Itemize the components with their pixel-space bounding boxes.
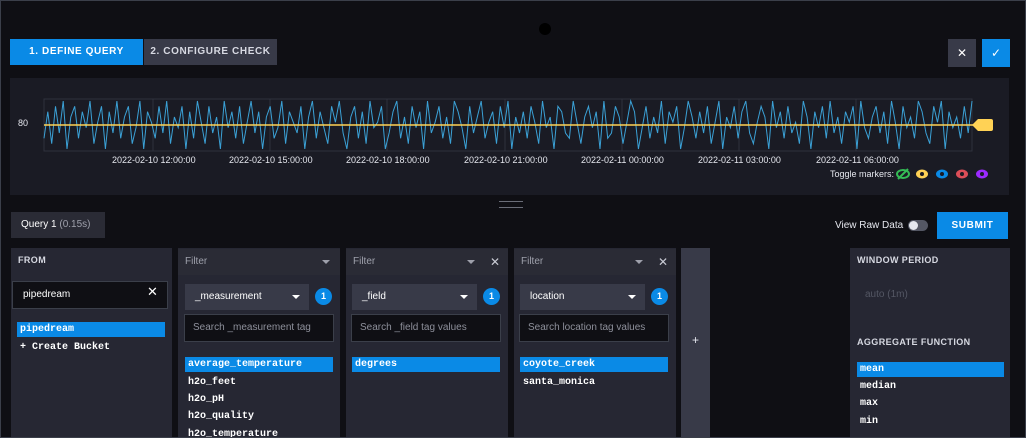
chevron-down-icon bbox=[467, 260, 475, 264]
x-tick-label: 2022-02-11 06:00:00 bbox=[816, 155, 899, 165]
confirm-button[interactable]: ✓ bbox=[982, 39, 1010, 67]
series-line bbox=[43, 99, 973, 150]
x-tick-label: 2022-02-10 12:00:00 bbox=[112, 155, 196, 165]
aggregate-function-item[interactable]: mean bbox=[857, 362, 1004, 377]
remove-filter-icon[interactable]: ✕ bbox=[490, 255, 501, 269]
tag-key-dropdown[interactable]: _measurement bbox=[185, 284, 309, 310]
tag-key-value: _field bbox=[362, 291, 386, 302]
filter-panel-location bbox=[514, 248, 676, 437]
filter-header[interactable]: Filter ✕ bbox=[514, 249, 676, 275]
window-period-input[interactable]: auto (1m) bbox=[865, 289, 908, 300]
eye-icon[interactable] bbox=[975, 167, 989, 181]
toggle-markers-label: Toggle markers: bbox=[830, 169, 895, 179]
selected-count-badge: 1 bbox=[483, 288, 500, 305]
y-tick-label: 80 bbox=[18, 118, 29, 128]
view-raw-data-label: View Raw Data bbox=[835, 220, 904, 231]
query-tab[interactable]: Query 1 (0.15s) bbox=[11, 212, 105, 238]
close-icon: ✕ bbox=[956, 46, 968, 60]
view-raw-data-toggle[interactable] bbox=[908, 220, 928, 231]
bucket-search-input[interactable]: pipedream bbox=[12, 281, 168, 309]
x-tick-label: 2022-02-10 18:00:00 bbox=[346, 155, 430, 165]
tag-value-item[interactable]: h2o_quality bbox=[188, 411, 255, 422]
filter-label: Filter bbox=[521, 256, 544, 267]
tag-key-value: location bbox=[530, 291, 565, 302]
aggregate-function-item[interactable]: max bbox=[860, 398, 879, 409]
line-graph bbox=[43, 98, 993, 152]
submit-button[interactable]: SUBMIT bbox=[937, 212, 1008, 239]
filter-header[interactable]: Filter bbox=[178, 249, 340, 275]
tag-key-dropdown[interactable]: _field bbox=[352, 284, 477, 310]
window-period-panel: WINDOW PERIOD AGGREGATE FUNCTION bbox=[850, 248, 1010, 437]
aggregate-function-item[interactable]: median bbox=[860, 381, 897, 392]
query-time: (0.15s) bbox=[59, 219, 91, 230]
filter-header[interactable]: Filter ✕ bbox=[346, 249, 508, 275]
filter-panel-measurement bbox=[178, 248, 340, 437]
selected-count-badge: 1 bbox=[651, 288, 668, 305]
toggle-knob bbox=[909, 221, 918, 230]
chevron-down-icon bbox=[460, 295, 468, 299]
checkmark-icon: ✓ bbox=[990, 46, 1002, 60]
remove-filter-icon[interactable]: ✕ bbox=[658, 255, 669, 269]
tab-define-query[interactable]: 1. DEFINE QUERY bbox=[10, 39, 143, 65]
from-panel: FROM bbox=[11, 248, 172, 437]
plus-icon: + bbox=[691, 333, 699, 347]
clear-icon[interactable]: ✕ bbox=[147, 284, 158, 299]
tag-value-item[interactable]: h2o_temperature bbox=[188, 429, 279, 437]
filter-label: Filter bbox=[353, 256, 376, 267]
x-tick-label: 2022-02-10 21:00:00 bbox=[464, 155, 548, 165]
tab-configure-check[interactable]: 2. CONFIGURE CHECK bbox=[144, 39, 277, 65]
tag-value-item[interactable]: average_temperature bbox=[185, 357, 333, 372]
bucket-item[interactable]: pipedream bbox=[17, 322, 165, 337]
aggregate-function-title: AGGREGATE FUNCTION bbox=[857, 337, 971, 347]
tag-key-value: _measurement bbox=[195, 291, 262, 302]
resize-handle[interactable] bbox=[499, 201, 523, 208]
eye-slash-icon[interactable] bbox=[896, 167, 910, 181]
top-bar bbox=[1, 1, 1025, 41]
cancel-button[interactable]: ✕ bbox=[948, 39, 976, 67]
x-tick-label: 2022-02-10 15:00:00 bbox=[229, 155, 313, 165]
x-tick-label: 2022-02-11 00:00:00 bbox=[581, 155, 664, 165]
tag-search-input[interactable]: Search _field tag values bbox=[351, 314, 501, 342]
aggregate-function-item[interactable]: min bbox=[860, 416, 879, 427]
tag-value-item[interactable]: degrees bbox=[352, 357, 500, 372]
eye-icon[interactable] bbox=[915, 167, 929, 181]
tag-value-item[interactable]: h2o_feet bbox=[188, 377, 237, 388]
query-tab-label: Query 1 bbox=[21, 219, 57, 230]
chevron-down-icon bbox=[635, 260, 643, 264]
chevron-down-icon bbox=[322, 260, 330, 264]
tag-search-input[interactable]: Search _measurement tag bbox=[184, 314, 334, 342]
drag-dot bbox=[539, 23, 551, 35]
tag-key-dropdown[interactable]: location bbox=[520, 284, 645, 310]
selected-count-badge: 1 bbox=[315, 288, 332, 305]
create-bucket-link[interactable]: + Create Bucket bbox=[20, 342, 111, 353]
tag-value-item[interactable]: h2o_pH bbox=[188, 394, 225, 405]
threshold-handle[interactable] bbox=[972, 119, 993, 131]
tag-value-item[interactable]: coyote_creek bbox=[520, 357, 668, 372]
x-tick-label: 2022-02-11 03:00:00 bbox=[698, 155, 781, 165]
tag-search-input[interactable]: Search location tag values bbox=[519, 314, 669, 342]
eye-icon[interactable] bbox=[955, 167, 969, 181]
chevron-down-icon bbox=[628, 295, 636, 299]
filter-panel-field bbox=[346, 248, 508, 437]
filter-label: Filter bbox=[185, 256, 208, 267]
add-filter-button[interactable]: + bbox=[681, 248, 710, 437]
tag-value-item[interactable]: santa_monica bbox=[523, 377, 596, 388]
window-period-title: WINDOW PERIOD bbox=[857, 255, 939, 265]
from-title: FROM bbox=[18, 255, 47, 265]
chevron-down-icon bbox=[292, 295, 300, 299]
graph-panel bbox=[10, 78, 1009, 195]
eye-icon[interactable] bbox=[935, 167, 949, 181]
